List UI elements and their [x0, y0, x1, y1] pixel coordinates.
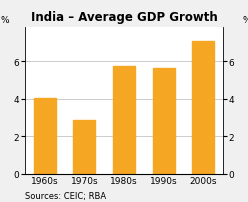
Text: %: %: [243, 16, 248, 25]
Bar: [192, 41, 214, 174]
Bar: [153, 68, 175, 174]
Bar: [73, 120, 95, 174]
Bar: [34, 99, 56, 174]
Text: Sources: CEIC; RBA: Sources: CEIC; RBA: [25, 191, 106, 200]
Title: India – Average GDP Growth: India – Average GDP Growth: [31, 12, 217, 24]
Text: %: %: [1, 16, 9, 25]
Bar: [113, 66, 135, 174]
